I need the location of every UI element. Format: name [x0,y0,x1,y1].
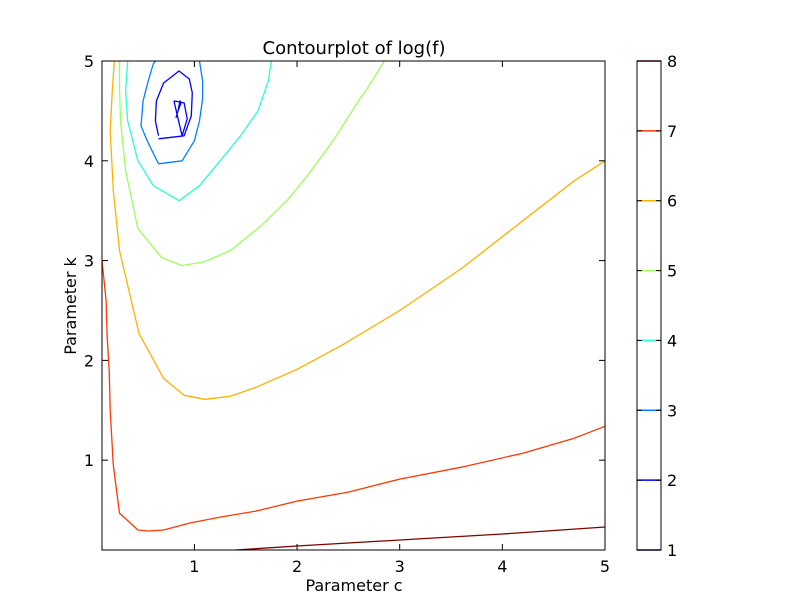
colorbar-tick-label: 5 [667,262,677,281]
y-tick-label: 2 [84,351,94,370]
colorbar-tick-label: 1 [667,541,677,560]
chart-title: Contourplot of log(f) [263,38,446,59]
plot-frame [101,60,606,551]
x-axis-ticks: 1 2 3 4 5 [189,61,610,576]
colorbar-frame [636,60,662,551]
contour-line-level-7 [101,260,606,532]
contour-line-level-4 [124,60,273,202]
y-axis-label: Parameter k [61,256,80,354]
y-tick-label: 3 [84,252,94,271]
x-tick-label: 5 [600,557,610,576]
colorbar-tick-label: 3 [667,401,677,420]
colorbar-tick-label: 7 [667,122,677,141]
contour-line-level-8 [235,526,606,551]
x-tick-label: 3 [395,557,405,576]
colorbar-tick-label: 2 [667,471,677,490]
colorbar-tick-label: 8 [667,52,677,71]
contour-line-level-2 [154,70,193,140]
contour-line-level-2 [173,100,188,137]
y-tick-label: 5 [84,52,94,71]
y-tick-label: 1 [84,451,94,470]
x-tick-label: 2 [292,557,302,576]
x-tick-label: 4 [497,557,507,576]
colorbar-tick-label: 6 [667,192,677,211]
x-tick-label: 1 [189,557,199,576]
colorbar-ticks: 1 2 3 4 5 6 7 8 [637,52,677,560]
plot-area: 1 2 3 4 5 1 2 3 4 5 [84,52,610,576]
contour-line-level-5 [118,60,385,267]
contour-line-level-6 [109,60,606,400]
contour-lines [101,60,606,551]
y-tick-label: 4 [84,152,94,171]
colorbar-tick-label: 4 [667,331,677,350]
colorbar: 1 2 3 4 5 6 7 8 [636,52,677,560]
x-axis-label: Parameter c [305,576,402,595]
contour-line-level-3 [140,60,160,165]
y-axis-ticks: 1 2 3 4 5 [84,52,605,470]
contour-line-level-3 [158,60,204,165]
